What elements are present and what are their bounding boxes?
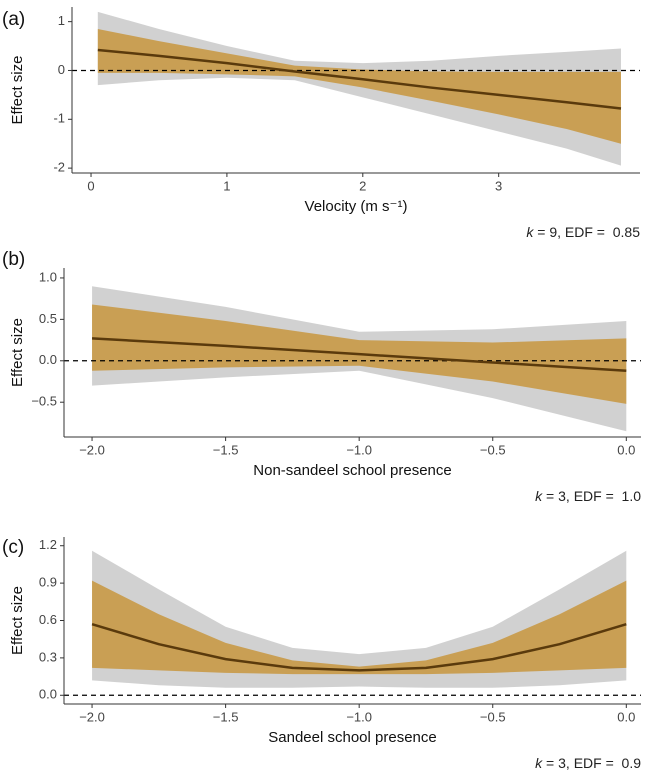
y-tick-label: 1.2 [39, 537, 57, 552]
x-tick-label: 0.0 [617, 709, 635, 724]
y-axis-label: Effect size [9, 318, 26, 387]
y-tick-label: 0.3 [39, 649, 57, 664]
panel-label: (b) [2, 249, 25, 270]
x-tick-label: −0.5 [480, 442, 506, 457]
x-tick-label: −2.0 [79, 442, 105, 457]
y-tick-label: −0.5 [31, 394, 57, 409]
annotation-k: k [526, 224, 534, 240]
annotation-text: = 9, EDF = 0.85 [533, 224, 640, 240]
y-tick-label: 0.9 [39, 575, 57, 590]
x-tick-label: 0 [87, 178, 94, 193]
annotation-k: k [535, 755, 543, 771]
x-tick-label: 0.0 [617, 442, 635, 457]
x-axis-label: Velocity (m s⁻¹) [305, 198, 408, 215]
mean-line [91, 623, 627, 672]
credible-band [97, 28, 621, 144]
mean-line [97, 48, 622, 110]
annotation: k = 3, EDF = 0.9 [535, 755, 641, 771]
mean-line [91, 337, 627, 372]
x-axis-label: Non-sandeel school presence [253, 462, 451, 479]
y-tick-label: 0.6 [39, 612, 57, 627]
y-axis-label: Effect size [9, 56, 26, 125]
credible-band [97, 11, 621, 166]
annotation: k = 3, EDF = 1.0 [535, 488, 641, 504]
y-tick-label: 1 [58, 13, 65, 28]
x-tick-label: 3 [495, 178, 502, 193]
annotation: k = 9, EDF = 0.85 [526, 224, 640, 240]
y-tick-label: -2 [53, 160, 65, 175]
y-tick-label: 1.0 [39, 269, 57, 284]
annotation-k: k [535, 488, 543, 504]
annotation-text: = 3, EDF = 1.0 [542, 488, 641, 504]
y-tick-label: 0.5 [39, 311, 57, 326]
x-axis-label: Sandeel school presence [268, 729, 436, 746]
annotation-text: = 3, EDF = 0.9 [542, 755, 641, 771]
x-tick-label: −2.0 [79, 709, 105, 724]
y-tick-label: -1 [53, 111, 65, 126]
y-tick-label: 0 [58, 62, 65, 77]
x-tick-label: −0.5 [480, 709, 506, 724]
panel-label: (c) [2, 537, 24, 558]
y-tick-label: 0.0 [39, 352, 57, 367]
panel-label: (a) [2, 9, 25, 30]
y-tick-label: 0.0 [39, 687, 57, 702]
x-tick-label: −1.5 [213, 442, 239, 457]
x-tick-label: −1.0 [346, 709, 372, 724]
y-axis-label: Effect size [9, 586, 26, 655]
x-tick-label: 1 [223, 178, 230, 193]
x-tick-label: 2 [359, 178, 366, 193]
x-tick-label: −1.0 [346, 442, 372, 457]
x-tick-label: −1.5 [213, 709, 239, 724]
credible-band [92, 580, 627, 675]
